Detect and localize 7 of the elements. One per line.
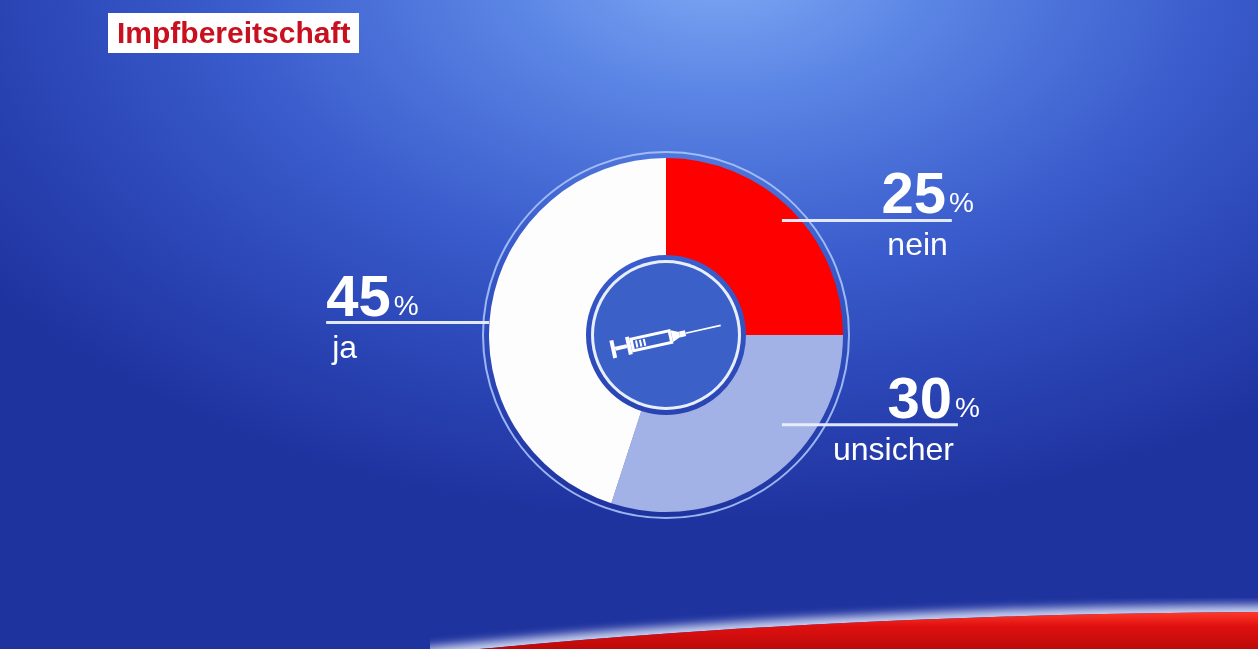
data-label: 25% [881, 160, 974, 226]
data-label: 30% [887, 364, 980, 430]
data-label: 45% [326, 262, 419, 328]
slice-label: nein [887, 226, 948, 263]
slice-label: ja [331, 328, 358, 365]
slice-label: unsicher [832, 430, 955, 467]
chart-title: Impfbereitschaft [108, 13, 360, 53]
